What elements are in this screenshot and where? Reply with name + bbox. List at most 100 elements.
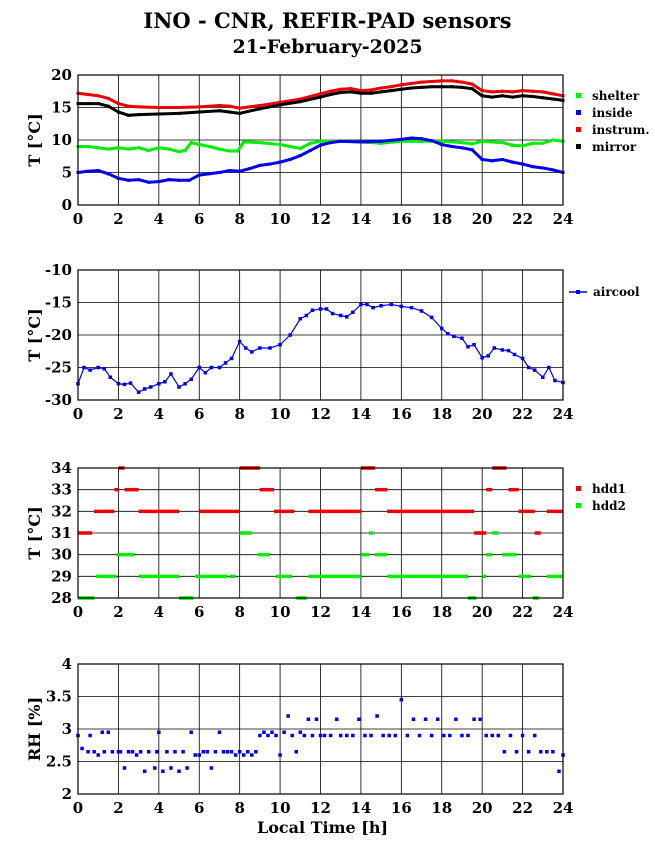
data-point: [278, 103, 282, 107]
data-point: [302, 733, 307, 738]
data-point: [508, 733, 513, 738]
data-point: [197, 173, 201, 177]
data-point: [116, 382, 121, 386]
data-point: [466, 344, 470, 349]
data-point: [155, 750, 159, 754]
data-point: [108, 375, 113, 379]
data-point: [399, 698, 404, 702]
x-tick-label: 18: [431, 210, 452, 228]
y-tick-label: 3: [62, 720, 72, 738]
data-point: [217, 365, 222, 370]
data-point: [484, 733, 488, 738]
data-point: [314, 717, 319, 721]
data-point: [430, 139, 434, 143]
data-point: [237, 750, 242, 754]
data-point: [197, 105, 201, 109]
data-point: [181, 750, 185, 754]
legend-label: hdd2: [592, 499, 626, 513]
y-tick-label: 32: [51, 502, 72, 520]
data-point: [359, 140, 363, 144]
data-point: [319, 139, 322, 143]
data-point: [359, 89, 363, 93]
y-tick-label: 4: [62, 655, 72, 673]
data-point: [369, 88, 373, 92]
data-point: [551, 97, 555, 101]
data-point: [399, 139, 403, 143]
data-point: [430, 80, 434, 83]
data-point: [207, 145, 211, 148]
data-point: [547, 365, 551, 370]
data-point: [319, 92, 322, 96]
data-point: [389, 89, 393, 93]
legend-marker: [576, 127, 581, 132]
data-point: [393, 733, 398, 738]
data-point: [369, 733, 373, 738]
data-point: [506, 348, 511, 353]
data-point: [480, 158, 484, 161]
data-point: [319, 143, 322, 147]
data-point: [136, 390, 141, 394]
data-point: [243, 346, 248, 350]
data-point: [472, 717, 476, 721]
data-point: [161, 769, 165, 773]
data-point: [258, 141, 262, 145]
data-point: [510, 90, 514, 94]
data-point: [492, 346, 497, 350]
x-tick-label: 12: [310, 603, 331, 621]
data-point: [521, 89, 525, 93]
data-point: [209, 766, 214, 770]
data-point: [450, 85, 454, 89]
data-point: [480, 139, 484, 143]
data-point: [490, 733, 495, 738]
data-point: [520, 356, 525, 361]
plot-frame: [77, 663, 564, 795]
data-point: [379, 141, 383, 145]
data-point: [96, 169, 100, 173]
data-point: [147, 180, 151, 184]
legend-marker: [576, 486, 581, 491]
data-point: [389, 85, 393, 89]
data-point: [157, 382, 161, 386]
data-point: [448, 733, 452, 738]
x-tick-label: 10: [270, 405, 291, 423]
data-point: [127, 113, 131, 117]
data-point: [460, 80, 464, 84]
y-tick-label: 33: [51, 481, 72, 499]
data-point: [329, 141, 333, 145]
data-point: [365, 302, 369, 307]
data-point: [278, 160, 282, 164]
data-point: [238, 106, 242, 110]
data-point: [225, 750, 230, 754]
data-point: [339, 87, 343, 91]
legend-marker: [576, 503, 581, 508]
data-point: [541, 166, 545, 170]
data-point: [88, 368, 92, 372]
data-point: [288, 333, 292, 337]
data-point: [531, 89, 535, 93]
data-point: [490, 140, 494, 144]
data-point: [466, 733, 470, 738]
data-point: [423, 717, 428, 721]
y-tick-label: -30: [45, 391, 72, 409]
data-point: [106, 96, 110, 100]
x-tick-label: 0: [73, 799, 83, 817]
data-point: [286, 714, 290, 718]
data-point: [169, 372, 173, 376]
data-point: [258, 107, 262, 111]
x-tick-label: 10: [270, 603, 291, 621]
y-tick-label: 15: [51, 99, 72, 117]
data-point: [399, 83, 403, 87]
data-point: [359, 302, 363, 307]
data-point: [116, 110, 120, 114]
x-tick-label: 6: [194, 210, 204, 228]
data-point: [126, 750, 131, 754]
data-point: [185, 766, 189, 770]
data-point: [399, 87, 403, 91]
data-point: [217, 104, 221, 108]
data-point: [551, 750, 555, 754]
data-point: [157, 112, 161, 116]
data-point: [363, 733, 367, 738]
y-tick-label: 31: [51, 524, 72, 542]
data-point: [298, 730, 303, 734]
x-tick-label: 24: [553, 210, 574, 228]
